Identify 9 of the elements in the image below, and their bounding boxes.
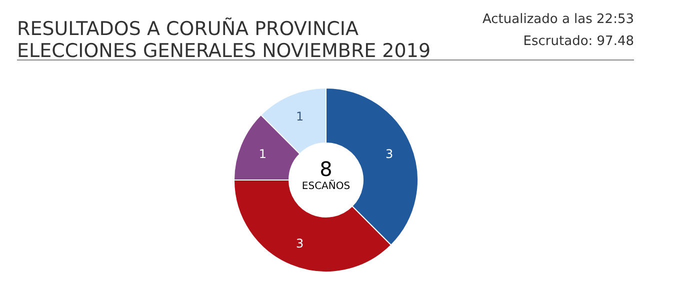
data-label: 1 (258, 146, 267, 161)
text: Escrutado: 97.48 (523, 34, 634, 49)
data-label: 3 (296, 236, 304, 250)
text: Actualizado a las 22:53 (482, 12, 634, 27)
data-label: 1 (296, 110, 304, 124)
text: 8 (320, 157, 332, 181)
data-label: 3 (385, 146, 394, 161)
text: ESCAÑOS (302, 179, 350, 192)
chart-title: RESULTADOS A CORUÑA PROVINCIA ELECCIONES GENERALES NOVIEMBRE 2019 (17, 17, 431, 62)
